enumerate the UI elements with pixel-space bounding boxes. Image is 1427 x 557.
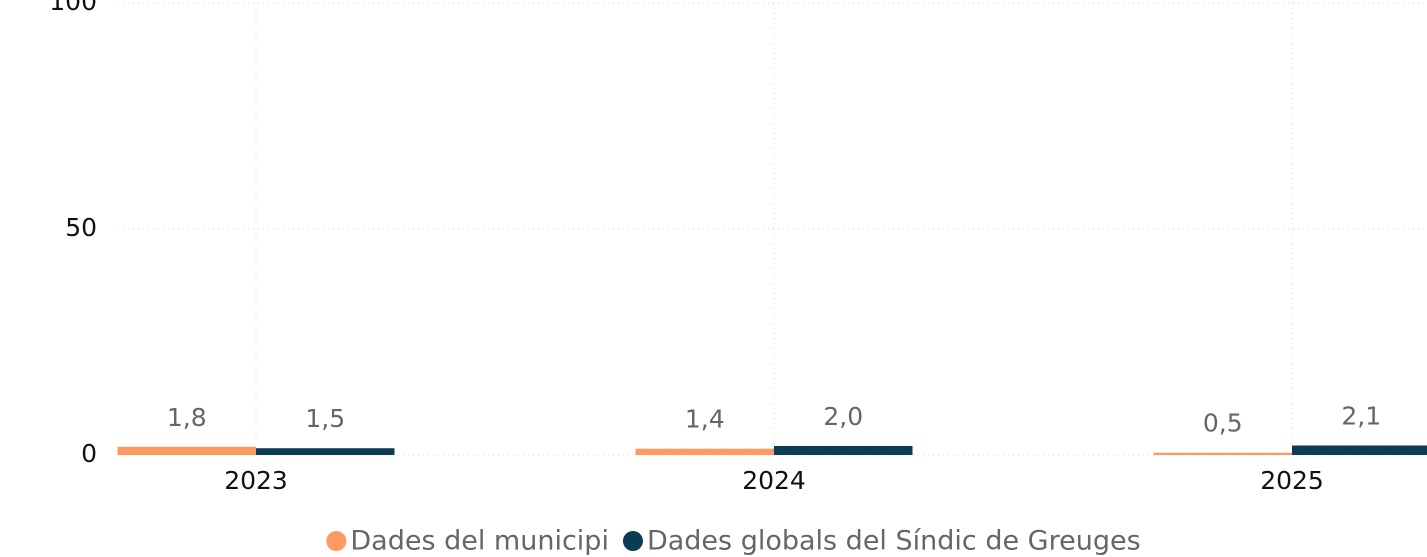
x-tick-label: 2023	[224, 466, 288, 495]
bar	[117, 446, 256, 455]
legend-marker	[326, 531, 347, 551]
legend: Dades del municipi Dades globals del Sínd…	[326, 526, 1141, 557]
bar	[1153, 452, 1292, 455]
legend-label: Dades globals del Síndic de Greuges	[647, 526, 1141, 557]
legend-marker	[622, 531, 643, 551]
value-label: 1,4	[685, 405, 725, 434]
value-label: 2,0	[823, 402, 863, 431]
bar	[774, 445, 913, 455]
x-tick-label: 2024	[742, 466, 806, 495]
x-tick-label: 2025	[1260, 466, 1324, 495]
bar	[635, 448, 774, 455]
y-tick-label: 100	[49, 0, 97, 16]
y-tick-label: 0	[81, 439, 97, 468]
value-label: 1,5	[305, 404, 345, 433]
value-label: 2,1	[1341, 402, 1381, 431]
value-label: 1,8	[167, 403, 207, 432]
y-tick-label: 50	[65, 213, 97, 242]
legend-label: Dades del municipi	[350, 526, 609, 557]
bar	[1292, 445, 1427, 455]
bar	[256, 448, 395, 455]
value-label: 0,5	[1203, 409, 1243, 438]
